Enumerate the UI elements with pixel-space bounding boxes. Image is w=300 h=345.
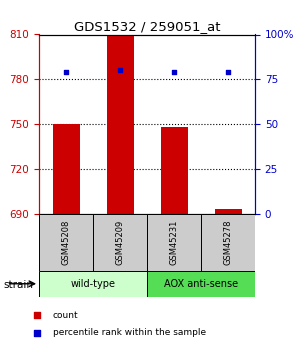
Text: GSM45278: GSM45278 [224, 220, 232, 265]
Point [34, 313, 39, 318]
Bar [147, 271, 255, 297]
Text: GSM45231: GSM45231 [169, 220, 178, 265]
Bar [106, 34, 134, 214]
Text: count: count [53, 311, 78, 320]
Text: GSM45209: GSM45209 [116, 220, 124, 265]
Point [34, 330, 39, 335]
Text: GSM45208: GSM45208 [61, 220, 70, 265]
Point [118, 68, 122, 73]
Bar [160, 127, 188, 214]
Bar [201, 214, 255, 271]
Point [64, 69, 68, 75]
Bar [147, 214, 201, 271]
Bar [93, 214, 147, 271]
Bar [39, 214, 93, 271]
Text: wild-type: wild-type [70, 279, 116, 289]
Bar [39, 271, 147, 297]
Point [226, 69, 230, 75]
Bar [52, 124, 80, 214]
Text: strain: strain [3, 280, 33, 289]
Title: GDS1532 / 259051_at: GDS1532 / 259051_at [74, 20, 220, 33]
Point [172, 69, 176, 75]
Text: AOX anti-sense: AOX anti-sense [164, 279, 238, 289]
Bar [214, 209, 242, 214]
Text: percentile rank within the sample: percentile rank within the sample [53, 328, 206, 337]
